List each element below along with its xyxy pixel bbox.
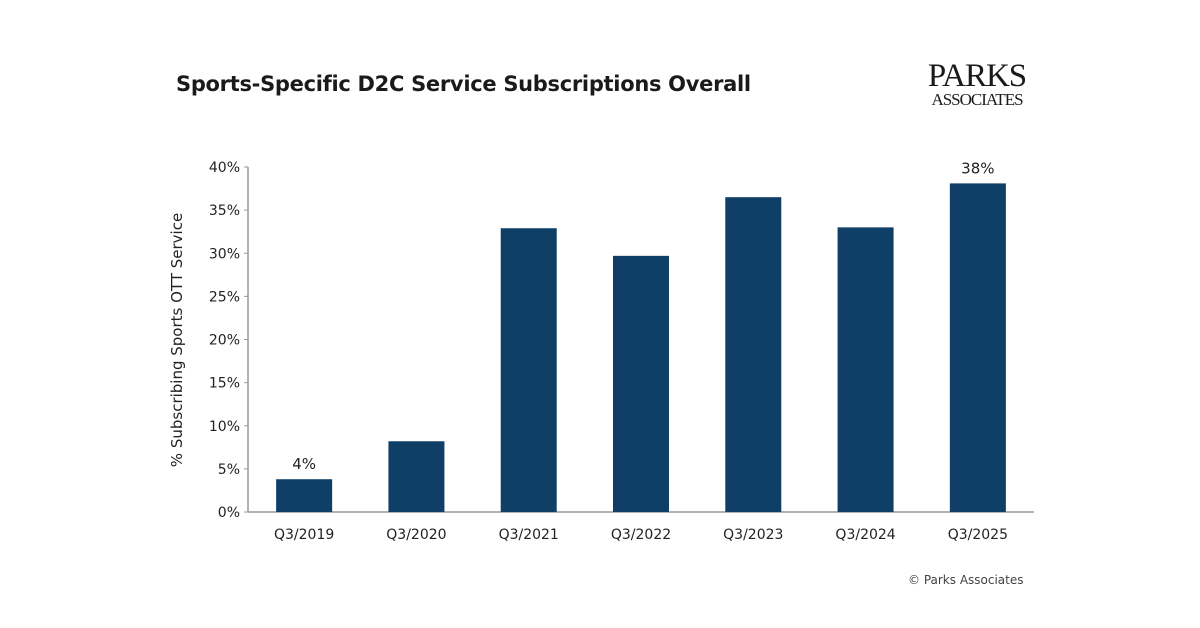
x-tick-label: Q3/2021 bbox=[499, 527, 559, 543]
bar-q3-2025 bbox=[949, 183, 1006, 512]
bar-q3-2022 bbox=[613, 255, 669, 512]
y-tick-label: 5% bbox=[218, 462, 240, 478]
y-tick-label: 10% bbox=[209, 419, 240, 435]
data-label: 38% bbox=[961, 159, 994, 177]
y-tick-label: 30% bbox=[209, 246, 240, 262]
bar-q3-2020 bbox=[388, 441, 445, 512]
x-tick-label: Q3/2024 bbox=[835, 527, 895, 543]
y-axis-label: % Subscribing Sports OTT Service bbox=[168, 213, 186, 467]
parks-associates-logo: PARKS ASSOCIATES bbox=[927, 58, 1027, 109]
bar-q3-2021 bbox=[500, 228, 557, 513]
y-tick-label: 20% bbox=[209, 333, 240, 349]
y-tick-label: 25% bbox=[209, 289, 240, 305]
x-tick-label: Q3/2022 bbox=[611, 527, 671, 543]
x-tick-label: Q3/2023 bbox=[723, 527, 783, 543]
data-label: 4% bbox=[292, 455, 316, 473]
bar-q3-2024 bbox=[837, 227, 894, 512]
bar-q3-2019 bbox=[276, 479, 333, 512]
y-tick-label: 40% bbox=[209, 160, 240, 176]
x-tick-label: Q3/2019 bbox=[274, 527, 334, 543]
y-tick-label: 0% bbox=[218, 505, 240, 521]
copyright-credit: © Parks Associates bbox=[908, 573, 1024, 587]
bar-q3-2023 bbox=[725, 197, 782, 512]
x-tick-label: Q3/2020 bbox=[386, 527, 446, 543]
x-tick-label: Q3/2025 bbox=[948, 527, 1008, 543]
chart-title: Sports-Specific D2C Service Subscription… bbox=[176, 72, 751, 96]
y-tick-label: 35% bbox=[209, 203, 240, 219]
y-tick-label: 15% bbox=[209, 376, 240, 392]
